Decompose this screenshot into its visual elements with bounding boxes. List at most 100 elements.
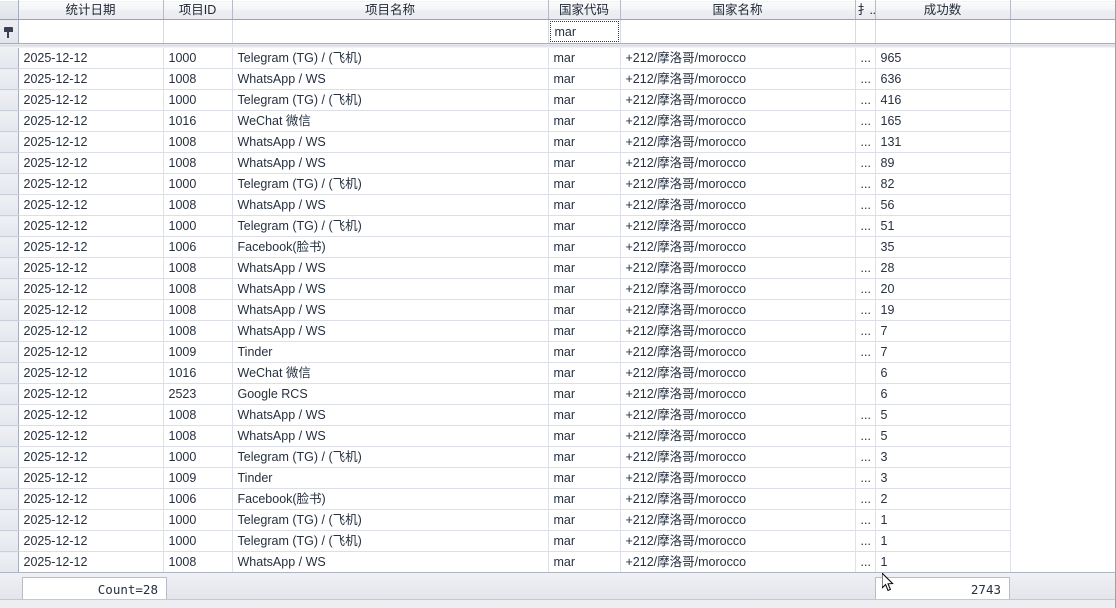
cell-country-name[interactable]: +212/摩洛哥/morocco bbox=[620, 320, 856, 342]
row-selector-cell[interactable] bbox=[0, 530, 19, 552]
cell-country-name[interactable]: +212/摩洛哥/morocco bbox=[620, 383, 856, 405]
cell-country-code[interactable]: mar bbox=[548, 215, 621, 237]
row-selector-cell[interactable] bbox=[0, 320, 19, 342]
row-selector-cell[interactable] bbox=[0, 551, 19, 572]
cell-country-code[interactable]: mar bbox=[548, 551, 621, 572]
column-header-project-name[interactable]: 项目名称 bbox=[232, 0, 549, 20]
cell-success-count[interactable]: 28 bbox=[875, 257, 1011, 279]
cell-date[interactable]: 2025-12-12 bbox=[18, 509, 164, 531]
table-row[interactable]: 2025-12-12 1008 WhatsApp / WS mar +212/摩洛哥/m… bbox=[0, 404, 1115, 426]
table-row[interactable]: 2025-12-12 1009 Tinder mar +212/摩洛哥/morocco.… bbox=[0, 467, 1115, 489]
cell-project-name[interactable]: Tinder bbox=[232, 341, 549, 363]
cell-truncated[interactable]: ... bbox=[855, 509, 876, 531]
table-row[interactable]: 2025-12-12 1008 WhatsApp / WS mar +212/摩洛哥/m… bbox=[0, 299, 1115, 321]
cell-success-count[interactable]: 89 bbox=[875, 152, 1011, 174]
row-selector-cell[interactable] bbox=[0, 404, 19, 426]
cell-project-id[interactable]: 1008 bbox=[163, 404, 233, 426]
cell-country-code[interactable]: mar bbox=[548, 131, 621, 153]
cell-project-name[interactable]: WhatsApp / WS bbox=[232, 425, 549, 447]
table-row[interactable]: 2025-12-12 1009 Tinder mar +212/摩洛哥/morocco.… bbox=[0, 341, 1115, 363]
cell-country-name[interactable]: +212/摩洛哥/morocco bbox=[620, 68, 856, 90]
cell-project-id[interactable]: 1000 bbox=[163, 215, 233, 237]
cell-country-name[interactable]: +212/摩洛哥/morocco bbox=[620, 467, 856, 489]
table-row[interactable]: 2025-12-12 1008 WhatsApp / WS mar +212/摩洛哥/m… bbox=[0, 152, 1115, 174]
cell-truncated[interactable]: ... bbox=[855, 551, 876, 572]
cell-country-code[interactable]: mar bbox=[548, 194, 621, 216]
cell-country-name[interactable]: +212/摩洛哥/morocco bbox=[620, 47, 856, 69]
filter-input-country-code[interactable]: mar bbox=[548, 19, 621, 44]
cell-project-name[interactable]: Telegram (TG) / (飞机) bbox=[232, 89, 549, 111]
cell-project-name[interactable]: Facebook(脸书) bbox=[232, 236, 549, 258]
cell-country-code[interactable]: mar bbox=[548, 488, 621, 510]
cell-date[interactable]: 2025-12-12 bbox=[18, 110, 164, 132]
row-selector-cell[interactable] bbox=[0, 194, 19, 216]
cell-country-code[interactable]: mar bbox=[548, 341, 621, 363]
cell-date[interactable]: 2025-12-12 bbox=[18, 362, 164, 384]
cell-country-name[interactable]: +212/摩洛哥/morocco bbox=[620, 278, 856, 300]
cell-project-name[interactable]: WeChat 微信 bbox=[232, 110, 549, 132]
cell-date[interactable]: 2025-12-12 bbox=[18, 341, 164, 363]
cell-country-code[interactable]: mar bbox=[548, 89, 621, 111]
row-selector-cell[interactable] bbox=[0, 68, 19, 90]
row-selector-cell[interactable] bbox=[0, 383, 19, 405]
cell-date[interactable]: 2025-12-12 bbox=[18, 488, 164, 510]
cell-project-id[interactable]: 1006 bbox=[163, 236, 233, 258]
cell-truncated[interactable]: ... bbox=[855, 68, 876, 90]
cell-project-id[interactable]: 1008 bbox=[163, 131, 233, 153]
table-row[interactable]: 2025-12-12 1008 WhatsApp / WS mar +212/摩洛哥/m… bbox=[0, 131, 1115, 153]
column-header-truncated[interactable]: 扌.. bbox=[855, 0, 876, 20]
grid-scroll-area[interactable]: 统计日期 项目ID 项目名称 国家代码 国家名称 扌.. 成功数 bbox=[0, 0, 1115, 572]
cell-country-name[interactable]: +212/摩洛哥/morocco bbox=[620, 215, 856, 237]
cell-project-id[interactable]: 1016 bbox=[163, 110, 233, 132]
cell-truncated[interactable]: ... bbox=[855, 425, 876, 447]
cell-success-count[interactable]: 131 bbox=[875, 131, 1011, 153]
cell-country-code[interactable]: mar bbox=[548, 530, 621, 552]
table-row[interactable]: 2025-12-12 1000 Telegram (TG) / (飞机) mar +21… bbox=[0, 89, 1115, 111]
cell-truncated[interactable] bbox=[855, 236, 876, 258]
row-selector-cell[interactable] bbox=[0, 152, 19, 174]
cell-project-id[interactable]: 1008 bbox=[163, 278, 233, 300]
cell-truncated[interactable]: ... bbox=[855, 467, 876, 489]
cell-date[interactable]: 2025-12-12 bbox=[18, 215, 164, 237]
row-selector-cell[interactable] bbox=[0, 278, 19, 300]
cell-date[interactable]: 2025-12-12 bbox=[18, 425, 164, 447]
cell-country-name[interactable]: +212/摩洛哥/morocco bbox=[620, 236, 856, 258]
cell-success-count[interactable]: 7 bbox=[875, 320, 1011, 342]
cell-truncated[interactable]: ... bbox=[855, 47, 876, 69]
cell-country-name[interactable]: +212/摩洛哥/morocco bbox=[620, 425, 856, 447]
row-selector-cell[interactable] bbox=[0, 215, 19, 237]
row-selector-cell[interactable] bbox=[0, 257, 19, 279]
cell-project-name[interactable]: WhatsApp / WS bbox=[232, 194, 549, 216]
cell-project-id[interactable]: 1000 bbox=[163, 509, 233, 531]
cell-date[interactable]: 2025-12-12 bbox=[18, 278, 164, 300]
cell-project-name[interactable]: Tinder bbox=[232, 467, 549, 489]
cell-country-name[interactable]: +212/摩洛哥/morocco bbox=[620, 299, 856, 321]
cell-project-id[interactable]: 1000 bbox=[163, 47, 233, 69]
cell-success-count[interactable]: 19 bbox=[875, 299, 1011, 321]
table-row[interactable]: 2025-12-12 1008 WhatsApp / WS mar +212/摩洛哥/m… bbox=[0, 320, 1115, 342]
cell-success-count[interactable]: 3 bbox=[875, 467, 1011, 489]
cell-project-name[interactable]: WhatsApp / WS bbox=[232, 551, 549, 572]
row-selector-cell[interactable] bbox=[0, 173, 19, 195]
cell-success-count[interactable]: 2 bbox=[875, 488, 1011, 510]
table-row[interactable]: 2025-12-12 1000 Telegram (TG) / (飞机) mar +21… bbox=[0, 215, 1115, 237]
cell-success-count[interactable]: 6 bbox=[875, 362, 1011, 384]
cell-date[interactable]: 2025-12-12 bbox=[18, 68, 164, 90]
filter-input-success-count[interactable] bbox=[875, 19, 1011, 44]
row-selector-cell[interactable] bbox=[0, 131, 19, 153]
cell-project-id[interactable]: 1000 bbox=[163, 173, 233, 195]
cell-project-id[interactable]: 1008 bbox=[163, 152, 233, 174]
cell-country-code[interactable]: mar bbox=[548, 425, 621, 447]
cell-truncated[interactable] bbox=[855, 383, 876, 405]
table-row[interactable]: 2025-12-12 2523 Google RCS mar +212/摩洛哥/moro… bbox=[0, 383, 1115, 405]
cell-country-name[interactable]: +212/摩洛哥/morocco bbox=[620, 257, 856, 279]
cell-success-count[interactable]: 1 bbox=[875, 509, 1011, 531]
cell-project-name[interactable]: Facebook(脸书) bbox=[232, 488, 549, 510]
cell-success-count[interactable]: 35 bbox=[875, 236, 1011, 258]
cell-country-code[interactable]: mar bbox=[548, 236, 621, 258]
cell-date[interactable]: 2025-12-12 bbox=[18, 551, 164, 572]
cell-truncated[interactable]: ... bbox=[855, 446, 876, 468]
cell-truncated[interactable]: ... bbox=[855, 131, 876, 153]
cell-country-code[interactable]: mar bbox=[548, 467, 621, 489]
cell-date[interactable]: 2025-12-12 bbox=[18, 236, 164, 258]
